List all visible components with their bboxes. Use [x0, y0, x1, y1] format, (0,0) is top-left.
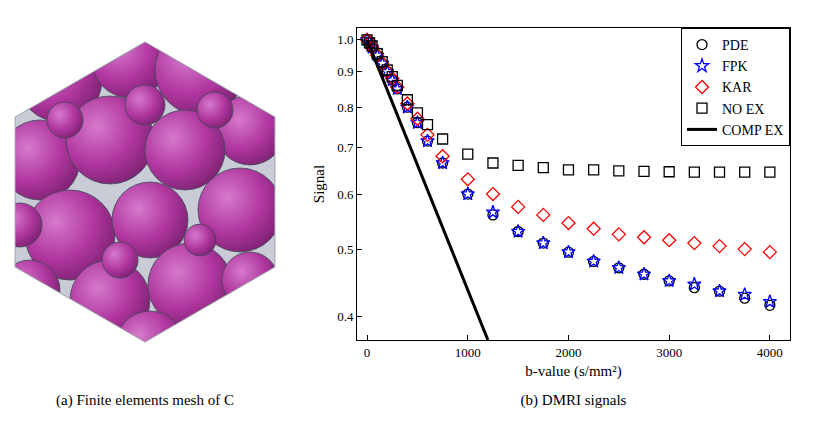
svg-text:0.6: 0.6 — [337, 187, 354, 202]
svg-text:PDE: PDE — [722, 38, 748, 53]
svg-text:1000: 1000 — [455, 345, 481, 360]
html-text:(b) DMRI signals: (b) DMRI signals — [520, 392, 627, 408]
svg-text:2000: 2000 — [555, 345, 581, 360]
svg-text:0.9: 0.9 — [337, 64, 353, 79]
svg-text:b-value (s/mm²): b-value (s/mm²) — [525, 363, 622, 380]
html-text:(a) Finite elements mesh of C: (a) Finite elements mesh of C — [56, 392, 234, 408]
svg-text:0.5: 0.5 — [337, 242, 353, 257]
svg-text:0: 0 — [364, 345, 371, 360]
svg-text:0.8: 0.8 — [337, 100, 353, 115]
svg-text:NO EX: NO EX — [722, 102, 764, 117]
svg-text:4000: 4000 — [757, 345, 783, 360]
svg-text:KAR: KAR — [722, 80, 752, 95]
svg-text:FPK: FPK — [722, 59, 748, 74]
svg-text:COMP EX: COMP EX — [722, 123, 783, 138]
svg-text:1.0: 1.0 — [337, 32, 353, 47]
svg-text:Signal: Signal — [311, 165, 327, 203]
svg-text:0.7: 0.7 — [337, 140, 354, 155]
svg-text:3000: 3000 — [656, 345, 682, 360]
svg-text:0.4: 0.4 — [337, 309, 354, 324]
